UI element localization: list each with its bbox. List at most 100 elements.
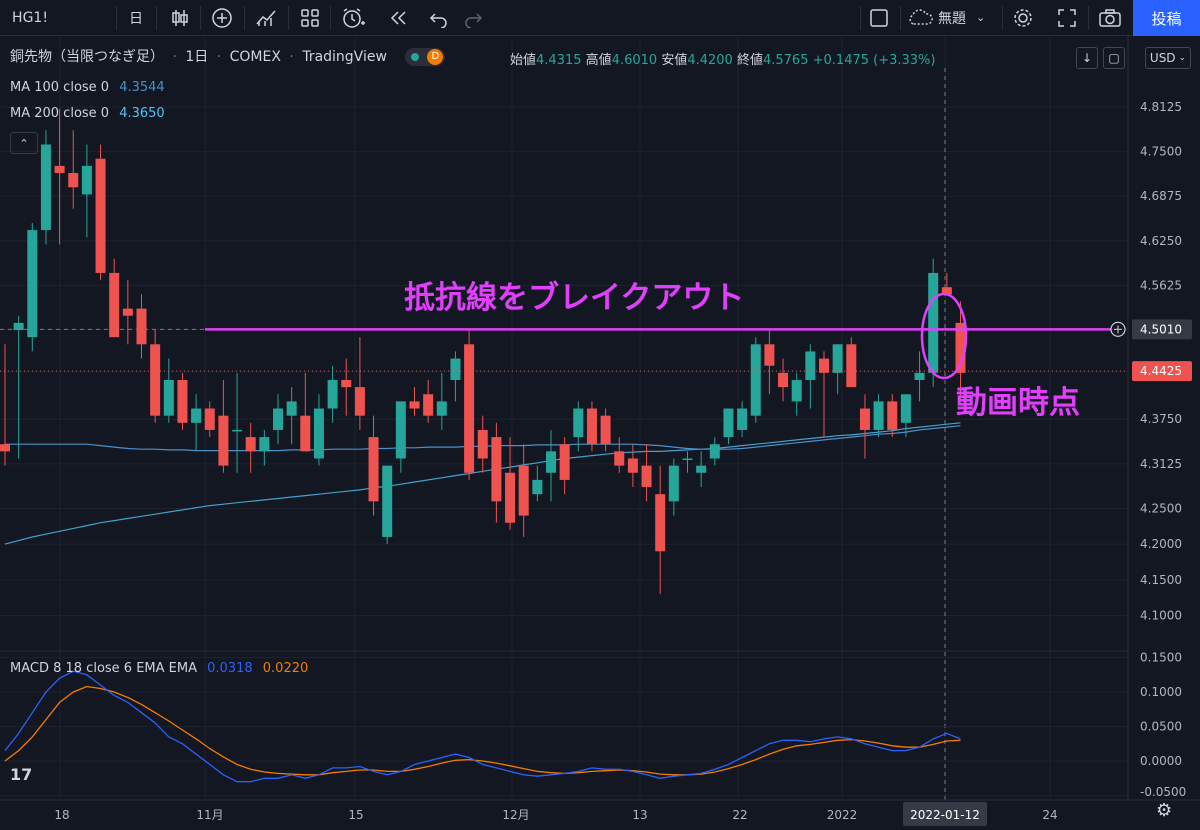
candle <box>586 401 597 452</box>
candle <box>518 444 529 537</box>
candle <box>668 458 679 516</box>
candle-series <box>0 108 966 595</box>
last-price-label-bg <box>1132 361 1192 382</box>
post-button[interactable]: 投稿 <box>1133 0 1200 36</box>
price-tick-label: 4.3750 <box>1140 412 1182 426</box>
divider <box>330 6 331 30</box>
macd-legend[interactable]: MACD 8 18 close 6 EMA EMA 0.0318 0.0220 <box>10 661 308 676</box>
candle-body <box>641 465 652 488</box>
candle-body <box>682 458 693 460</box>
candle <box>709 437 720 466</box>
candle <box>313 394 324 466</box>
redo-icon[interactable] <box>460 0 486 35</box>
collapse-legend-button[interactable]: ⌃ <box>10 132 38 154</box>
symbol-legend: 銅先物（当限つなぎ足） · 1日 · COMEX · TradingView D <box>10 46 446 66</box>
price-tick-label: 4.5625 <box>1140 278 1182 292</box>
indicators-icon[interactable] <box>252 0 280 35</box>
candle-body <box>81 165 92 195</box>
candle-body <box>95 158 106 273</box>
price-axis-bg <box>1128 36 1200 830</box>
gear-icon[interactable] <box>1010 0 1036 35</box>
alert-icon[interactable] <box>338 0 368 35</box>
candle <box>177 372 188 430</box>
candle <box>791 372 802 416</box>
settings-gear-icon[interactable]: ⚙ <box>1156 800 1173 821</box>
candle <box>764 330 775 395</box>
time-axis-bg <box>0 800 1200 830</box>
candle-body <box>259 437 270 452</box>
candle <box>27 222 38 352</box>
candle <box>341 358 352 416</box>
plus-circle-icon[interactable] <box>208 0 236 35</box>
arrow-down-icon[interactable]: ↓ <box>1076 47 1098 69</box>
time-tick-label: 22 <box>732 808 747 822</box>
time-tick-label: 11月 <box>196 808 223 822</box>
candle-body <box>873 401 884 430</box>
candle <box>737 401 748 438</box>
low-value: 4.4200 <box>687 53 733 68</box>
candle <box>955 301 966 402</box>
candle <box>655 465 666 595</box>
candle-body <box>914 372 925 380</box>
candle <box>819 351 829 438</box>
macd-tick-label: 0.1500 <box>1140 651 1182 665</box>
candle <box>641 444 652 502</box>
macd-tick-label: 0.0000 <box>1140 754 1182 768</box>
legend-source: TradingView <box>302 49 387 65</box>
candle-body <box>273 408 283 430</box>
legend-exchange: COMEX <box>229 49 281 65</box>
candles-icon[interactable] <box>166 0 194 35</box>
maximize-icon[interactable] <box>1054 0 1080 35</box>
candle-body <box>450 358 461 380</box>
symbol-search[interactable]: HG1! <box>12 9 48 26</box>
candle-body <box>54 165 65 174</box>
candle-body <box>846 344 857 388</box>
candle <box>682 451 693 473</box>
price-tick-label: 4.8125 <box>1140 100 1182 114</box>
divider <box>1088 6 1089 30</box>
candle <box>873 394 884 438</box>
currency-selector[interactable]: USD ⌄ <box>1145 47 1191 69</box>
camera-icon[interactable] <box>1096 0 1124 35</box>
price-tick-label: 4.6875 <box>1140 189 1182 203</box>
candle <box>627 444 638 488</box>
time-tick-label: 13 <box>632 808 647 822</box>
candle-body <box>245 437 256 452</box>
candle-body <box>109 272 120 338</box>
candle <box>436 372 447 430</box>
candle-body <box>600 415 611 445</box>
templates-icon[interactable] <box>296 0 324 35</box>
candle-body <box>122 308 133 316</box>
candle <box>491 422 502 523</box>
candle <box>0 344 10 466</box>
candle <box>232 372 243 473</box>
candle <box>259 429 270 466</box>
candle-body <box>546 451 556 473</box>
candle-body <box>955 322 966 373</box>
time-tick-label: 18 <box>54 808 69 822</box>
fullscreen-icon[interactable] <box>866 0 892 35</box>
candle <box>354 337 365 430</box>
candle <box>81 144 92 238</box>
candle-body <box>737 408 748 430</box>
candle-body <box>491 437 502 502</box>
candle <box>900 394 911 438</box>
candle-body <box>423 394 434 416</box>
candle <box>750 337 761 423</box>
candle-body <box>696 465 707 473</box>
interval-selector[interactable]: 日 <box>129 10 143 27</box>
currency-label: USD <box>1149 51 1176 65</box>
macd-tick-label: 0.0500 <box>1140 720 1182 734</box>
ma200-legend[interactable]: MA 200 close 0 4.3650 <box>10 106 165 121</box>
replay-icon[interactable] <box>384 0 412 35</box>
layout-selector[interactable]: 無題 ⌄ <box>906 0 998 35</box>
link-icon[interactable]: ▢ <box>1103 47 1125 69</box>
tradingview-logo-icon[interactable]: 17 <box>10 765 33 784</box>
candle-body <box>409 401 420 409</box>
time-tick-label: 2022 <box>827 808 858 822</box>
undo-icon[interactable] <box>426 0 452 35</box>
ma100-legend[interactable]: MA 100 close 0 4.3544 <box>10 80 165 95</box>
candle-body <box>232 429 243 432</box>
divider <box>200 6 201 30</box>
